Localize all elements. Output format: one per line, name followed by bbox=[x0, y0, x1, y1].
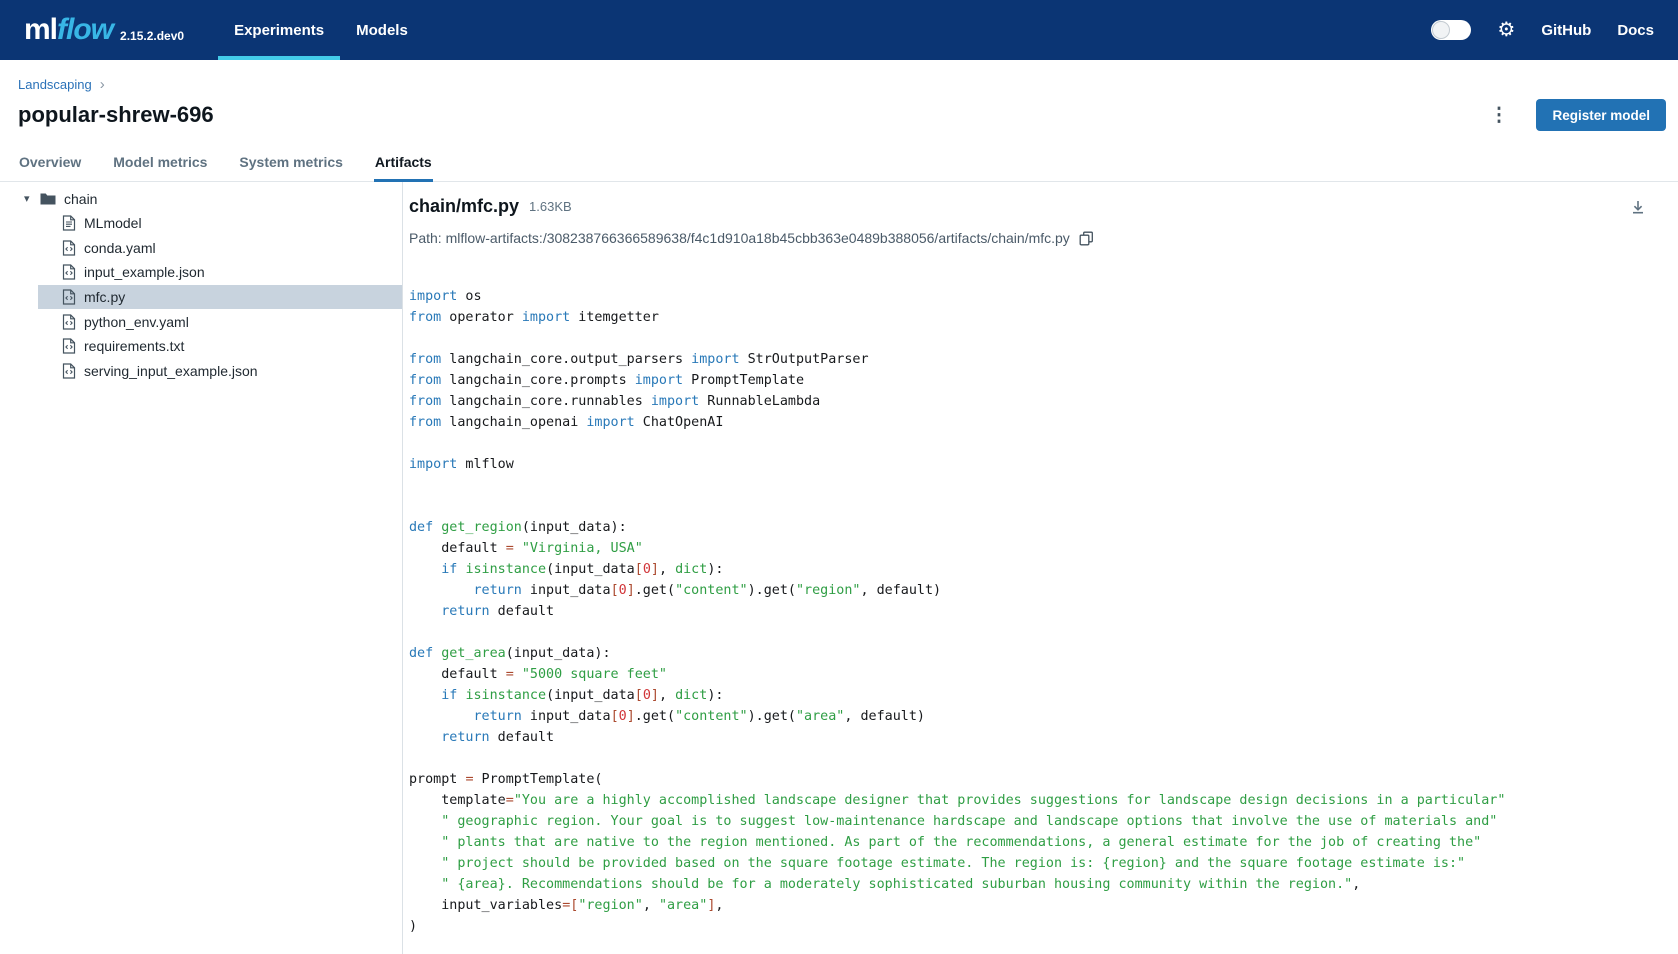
tree-file-requirements.txt[interactable]: requirements.txt bbox=[38, 334, 402, 359]
code-line bbox=[409, 328, 1648, 349]
theme-toggle[interactable] bbox=[1431, 20, 1472, 40]
code-line: " {area}. Recommendations should be for … bbox=[441, 877, 1361, 892]
logo-ml-text: ml bbox=[24, 13, 58, 46]
breadcrumb: Landscaping › bbox=[0, 75, 1678, 93]
code-line: return default bbox=[441, 730, 555, 745]
tab-model-metrics[interactable]: Model metrics bbox=[113, 154, 208, 170]
code-line: template="You are a highly accomplished … bbox=[409, 793, 1506, 808]
tree-file-label: python_env.yaml bbox=[84, 313, 189, 330]
code-line: return input_data[0].get("content").get(… bbox=[473, 583, 942, 598]
code-line: default = "Virginia, USA" bbox=[409, 541, 643, 556]
code-line: input_variables=["region", "area"], bbox=[409, 898, 724, 913]
register-model-button[interactable]: Register model bbox=[1536, 99, 1666, 131]
tree-file-python_env.yaml[interactable]: python_env.yaml bbox=[38, 309, 402, 334]
artifact-path-row: Path: mlflow-artifacts:/3082387663665896… bbox=[409, 230, 1648, 246]
artifact-path: Path: mlflow-artifacts:/3082387663665896… bbox=[409, 230, 1070, 246]
copy-icon[interactable] bbox=[1079, 231, 1094, 246]
artifact-viewer: chain/mfc.py 1.63KB Path: mlflow-artifac… bbox=[403, 182, 1678, 954]
tree-file-label: requirements.txt bbox=[84, 338, 185, 355]
code-line: default = "5000 square feet" bbox=[409, 667, 667, 682]
code-line: " project should be provided based on th… bbox=[441, 856, 1466, 871]
tab-overview[interactable]: Overview bbox=[19, 154, 82, 170]
code-line: ) bbox=[409, 919, 418, 934]
tree-file-conda.yaml[interactable]: conda.yaml bbox=[38, 236, 402, 261]
tab-system-metrics[interactable]: System metrics bbox=[239, 154, 343, 170]
code-line: import os bbox=[409, 289, 482, 304]
title-actions: ⋮ Register model bbox=[1483, 99, 1666, 131]
tree-file-label: mfc.py bbox=[84, 289, 126, 306]
artifact-file-name: chain/mfc.py bbox=[409, 196, 520, 216]
code-line: prompt = PromptTemplate( bbox=[409, 772, 603, 787]
code-line: from langchain_core.runnables import Run… bbox=[409, 394, 821, 409]
download-icon[interactable] bbox=[1628, 197, 1648, 217]
tree-file-list: MLmodel conda.yaml input_example.json mfc.p… bbox=[0, 211, 402, 383]
code-line: " plants that are native to the region m… bbox=[441, 835, 1482, 850]
kebab-menu-icon[interactable]: ⋮ bbox=[1489, 104, 1509, 126]
code-file-icon bbox=[62, 240, 76, 256]
tree-file-serving_input_example.json[interactable]: serving_input_example.json bbox=[38, 359, 402, 384]
text-file-icon bbox=[62, 215, 76, 231]
code-file-icon bbox=[62, 289, 76, 305]
code-line: if isinstance(input_data[0], dict): bbox=[441, 562, 724, 577]
gear-icon[interactable]: ⚙ bbox=[1497, 19, 1516, 41]
artifact-file-tree: ▾ chain MLmodel conda.yaml input_example.j… bbox=[0, 182, 403, 954]
code-line: from langchain_core.output_parsers impor… bbox=[409, 352, 869, 367]
chevron-right-icon: › bbox=[99, 75, 105, 93]
nav-item-models[interactable]: Models bbox=[356, 21, 408, 39]
page-title: popular-shrew-696 bbox=[18, 102, 214, 127]
code-line: def get_area(input_data): bbox=[409, 646, 611, 661]
artifacts-content: ▾ chain MLmodel conda.yaml input_example.j… bbox=[0, 182, 1678, 954]
code-line bbox=[409, 622, 1648, 643]
logo-flow-text: flow bbox=[57, 13, 114, 46]
top-navbar: ml flow 2.15.2.dev0 Experiments Models ⚙ G… bbox=[0, 0, 1678, 60]
tree-file-input_example.json[interactable]: input_example.json bbox=[38, 260, 402, 285]
tree-folder-chain[interactable]: ▾ chain bbox=[0, 186, 402, 211]
tree-file-label: serving_input_example.json bbox=[84, 362, 258, 379]
code-line bbox=[409, 748, 1648, 769]
code-line bbox=[409, 475, 1648, 496]
theme-toggle-knob bbox=[1432, 21, 1451, 39]
tree-file-mfc.py[interactable]: mfc.py bbox=[38, 284, 402, 310]
code-view: import os from operator import itemgetter… bbox=[409, 286, 1648, 937]
code-file-icon bbox=[62, 314, 76, 330]
code-file-icon bbox=[62, 338, 76, 354]
caret-down-icon: ▾ bbox=[24, 193, 30, 205]
docs-link[interactable]: Docs bbox=[1617, 21, 1654, 39]
nav-items: Experiments Models bbox=[218, 0, 424, 60]
code-line: from operator import itemgetter bbox=[409, 310, 659, 325]
code-line: from langchain_core.prompts import Promp… bbox=[409, 373, 805, 388]
artifact-file-size: 1.63KB bbox=[529, 199, 572, 214]
code-file-icon bbox=[62, 363, 76, 379]
code-line: from langchain_openai import ChatOpenAI bbox=[409, 415, 724, 430]
code-line: if isinstance(input_data[0], dict): bbox=[441, 688, 724, 703]
breadcrumb-experiment-link[interactable]: Landscaping bbox=[18, 76, 92, 92]
tree-file-label: conda.yaml bbox=[84, 239, 156, 256]
tree-file-MLmodel[interactable]: MLmodel bbox=[38, 211, 402, 236]
code-line bbox=[409, 496, 1648, 517]
nav-item-experiments[interactable]: Experiments bbox=[218, 0, 341, 60]
run-header: Landscaping › popular-shrew-696 ⋮ Regist… bbox=[0, 60, 1678, 182]
code-line bbox=[409, 433, 1648, 454]
code-line: return input_data[0].get("content").get(… bbox=[473, 709, 926, 724]
code-line: " geographic region. Your goal is to sug… bbox=[441, 814, 1498, 829]
code-line: def get_region(input_data): bbox=[409, 520, 627, 535]
mlflow-logo[interactable]: ml flow 2.15.2.dev0 bbox=[24, 0, 184, 60]
tab-artifacts[interactable]: Artifacts bbox=[373, 148, 433, 182]
navbar-right: ⚙ GitHub Docs bbox=[1431, 0, 1654, 60]
code-file-icon bbox=[62, 264, 76, 281]
tree-file-label: input_example.json bbox=[84, 264, 205, 281]
code-line: import mlflow bbox=[409, 457, 514, 472]
version-label: 2.15.2.dev0 bbox=[120, 29, 185, 43]
code-line: return default bbox=[441, 604, 555, 619]
tree-folder-label: chain bbox=[64, 190, 98, 207]
run-tabs: Overview Model metrics System metrics Artif… bbox=[0, 148, 1678, 182]
github-link[interactable]: GitHub bbox=[1541, 21, 1592, 39]
folder-icon bbox=[40, 192, 56, 206]
tree-file-label: MLmodel bbox=[84, 215, 142, 232]
